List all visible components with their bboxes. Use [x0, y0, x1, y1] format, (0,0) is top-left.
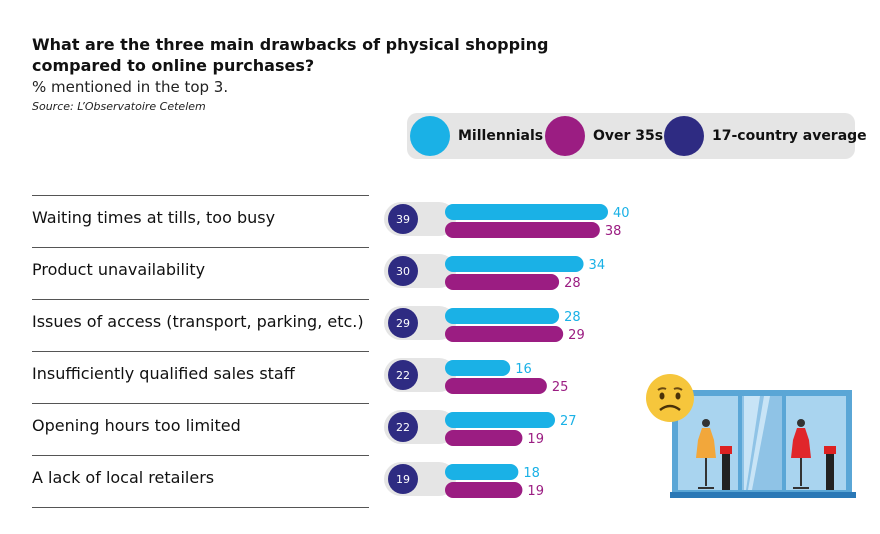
row-divider: [32, 195, 369, 196]
value-label-millennials: 40: [613, 206, 630, 221]
average-circle: [388, 360, 418, 390]
sad-face-shop-window-icon: [646, 374, 856, 498]
category-label: Waiting times at tills, too busy: [32, 208, 276, 227]
chart-source: Source: L’Observatoire Cetelem: [32, 100, 206, 113]
value-label-millennials: 28: [564, 310, 581, 325]
legend-swatch-over-35s: [545, 116, 585, 156]
value-label-over-35s: 38: [605, 224, 622, 239]
row-divider: [32, 299, 369, 300]
category-label: Insufficiently qualified sales staff: [32, 364, 295, 383]
value-label-over-35s: 25: [552, 380, 569, 395]
chart-title: What are the three main drawbacks of phy…: [32, 35, 549, 75]
bar-millennials: [445, 308, 560, 324]
average-circle: [388, 256, 418, 286]
legend-label-millennials: Millennials: [458, 128, 544, 144]
bar-millennials: [445, 412, 556, 428]
bar-over-35s: [445, 482, 523, 498]
bar-millennials: [445, 360, 511, 376]
value-label-average: 19: [396, 473, 410, 486]
category-label: A lack of local retailers: [32, 468, 215, 487]
value-label-average: 22: [396, 421, 410, 434]
average-circle: [388, 464, 418, 494]
bar-over-35s: [445, 222, 600, 238]
row-divider: [32, 403, 369, 404]
value-label-average: 22: [396, 369, 410, 382]
value-label-over-35s: 19: [527, 484, 544, 499]
category-label: Opening hours too limited: [32, 416, 241, 435]
bar-over-35s: [445, 326, 564, 342]
legend-swatch-millennials: [410, 116, 450, 156]
value-label-average: 30: [396, 265, 410, 278]
value-label-over-35s: 19: [527, 432, 544, 447]
bar-millennials: [445, 464, 519, 480]
row-divider: [32, 247, 369, 248]
legend-item-over-35s: Over 35s: [545, 116, 663, 156]
chart-subtitle: % mentioned in the top 3.: [32, 78, 229, 96]
category-label: Issues of access (transport, parking, et…: [32, 312, 364, 331]
bar-over-35s: [445, 274, 560, 290]
bar-millennials: [445, 256, 584, 272]
value-label-millennials: 16: [515, 362, 532, 377]
legend-item-average: 17-country average: [664, 116, 867, 156]
value-label-millennials: 18: [523, 466, 540, 481]
legend-label-average: 17-country average: [712, 128, 867, 144]
row-divider: [32, 455, 369, 456]
bar-millennials: [445, 204, 608, 220]
value-label-millennials: 27: [560, 414, 577, 429]
value-label-average: 29: [396, 317, 410, 330]
bar-over-35s: [445, 430, 523, 446]
legend: Millennials Over 35s 17-country average: [407, 113, 867, 159]
bar-over-35s: [445, 378, 547, 394]
legend-swatch-average: [664, 116, 704, 156]
category-label: Product unavailability: [32, 260, 206, 279]
average-circle: [388, 308, 418, 338]
value-label-over-35s: 28: [564, 276, 581, 291]
value-label-over-35s: 29: [568, 328, 585, 343]
average-circle: [388, 204, 418, 234]
row-divider: [32, 351, 369, 352]
value-label-average: 39: [396, 213, 410, 226]
row-divider: [32, 507, 369, 508]
average-circle: [388, 412, 418, 442]
value-label-millennials: 34: [589, 258, 606, 273]
legend-item-millennials: Millennials: [410, 116, 543, 156]
legend-label-over-35s: Over 35s: [593, 128, 664, 144]
